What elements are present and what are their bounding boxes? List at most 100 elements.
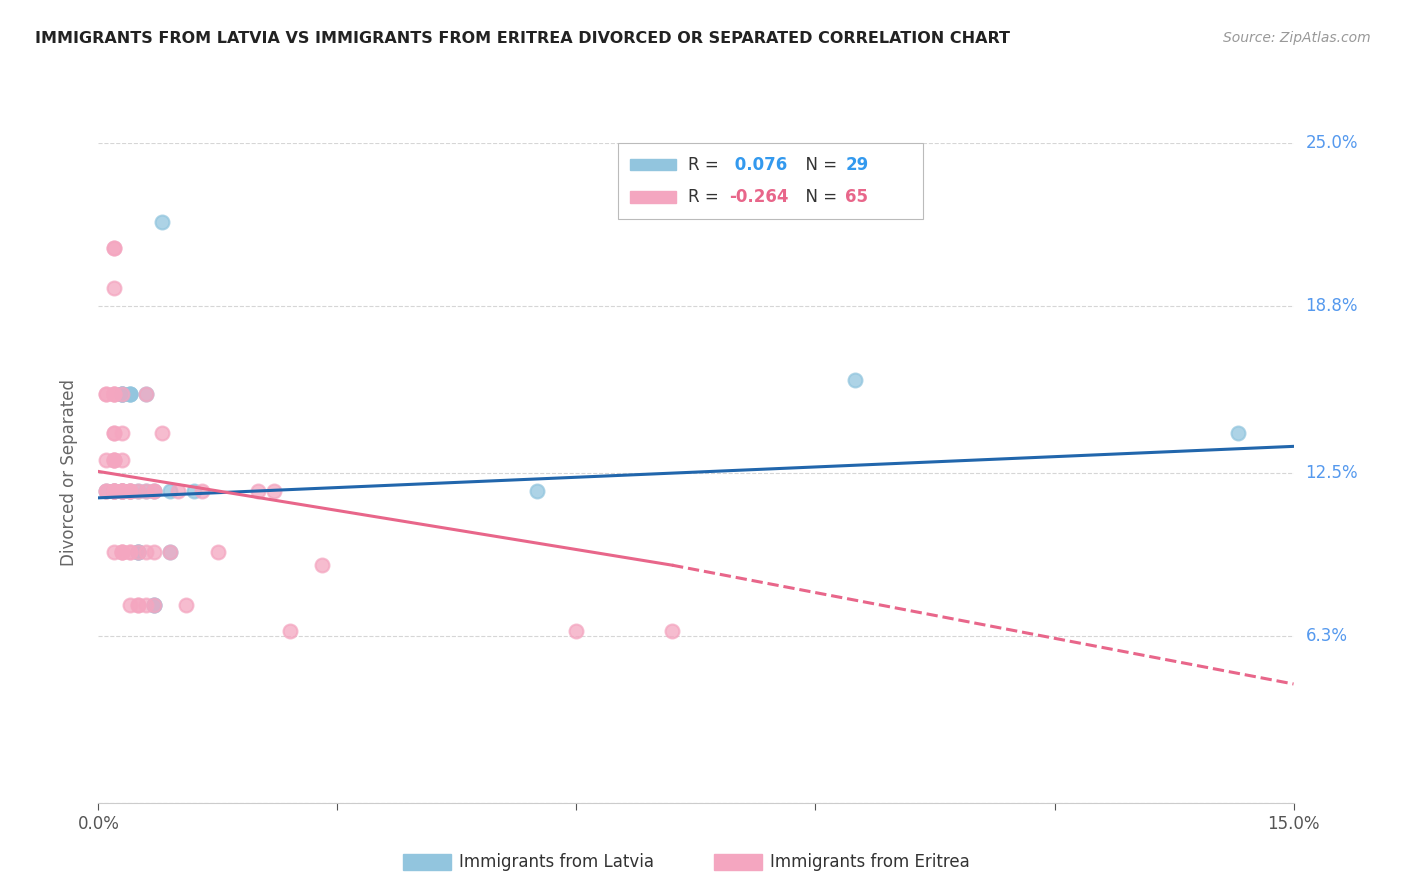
Point [111, 386, 134, 401]
Point [263, 484, 285, 499]
Point [127, 545, 149, 559]
Point [844, 373, 866, 387]
Text: 12.5%: 12.5% [1305, 464, 1358, 482]
Point [111, 386, 134, 401]
Point [120, 484, 142, 499]
Point [96, 484, 118, 499]
Point [150, 215, 173, 229]
Point [127, 545, 149, 559]
Point [150, 426, 173, 441]
Point [103, 241, 125, 255]
Point [159, 545, 181, 559]
Point [96, 386, 118, 401]
Point [174, 598, 197, 612]
Point [143, 598, 166, 612]
Point [96, 484, 118, 499]
Text: IMMIGRANTS FROM LATVIA VS IMMIGRANTS FROM ERITREA DIVORCED OR SEPARATED CORRELAT: IMMIGRANTS FROM LATVIA VS IMMIGRANTS FRO… [35, 31, 1010, 46]
Point [120, 386, 142, 401]
Point [103, 484, 125, 499]
Point [167, 484, 190, 499]
Point [127, 598, 149, 612]
Y-axis label: Divorced or Separated: Divorced or Separated [59, 379, 77, 566]
Text: 0.076: 0.076 [730, 155, 787, 174]
Text: -0.264: -0.264 [730, 188, 789, 206]
Point [120, 545, 142, 559]
Point [103, 452, 125, 467]
Point [103, 386, 125, 401]
Text: Immigrants from Latvia: Immigrants from Latvia [460, 854, 654, 871]
Point [135, 386, 157, 401]
Point [103, 241, 125, 255]
Point [143, 484, 166, 499]
Point [246, 484, 269, 499]
Point [120, 484, 142, 499]
Point [111, 545, 134, 559]
Point [207, 545, 229, 559]
Point [111, 386, 134, 401]
Point [135, 386, 157, 401]
Point [111, 484, 134, 499]
Point [127, 598, 149, 612]
Point [661, 624, 683, 639]
Point [111, 426, 134, 441]
Text: 6.3%: 6.3% [1305, 627, 1347, 646]
Point [526, 484, 548, 499]
Point [103, 484, 125, 499]
Point [103, 386, 125, 401]
Text: Immigrants from Eritrea: Immigrants from Eritrea [770, 854, 970, 871]
FancyBboxPatch shape [630, 159, 676, 170]
Point [103, 426, 125, 441]
Point [159, 484, 181, 499]
FancyBboxPatch shape [630, 191, 676, 202]
Point [111, 484, 134, 499]
Point [111, 452, 134, 467]
Point [120, 484, 142, 499]
Point [111, 386, 134, 401]
Point [143, 484, 166, 499]
Point [120, 484, 142, 499]
Point [143, 598, 166, 612]
FancyBboxPatch shape [619, 143, 922, 219]
Point [111, 545, 134, 559]
Text: R =: R = [688, 188, 724, 206]
Point [127, 484, 149, 499]
Point [96, 484, 118, 499]
Point [127, 484, 149, 499]
Point [96, 386, 118, 401]
Text: 65: 65 [845, 188, 869, 206]
Point [111, 386, 134, 401]
Point [103, 484, 125, 499]
Point [111, 484, 134, 499]
Point [103, 545, 125, 559]
Point [135, 484, 157, 499]
Point [96, 452, 118, 467]
Point [103, 484, 125, 499]
Point [111, 484, 134, 499]
Point [159, 545, 181, 559]
Point [111, 484, 134, 499]
Point [135, 545, 157, 559]
Point [120, 598, 142, 612]
Point [135, 598, 157, 612]
Point [127, 545, 149, 559]
Point [103, 484, 125, 499]
Point [111, 545, 134, 559]
Point [143, 598, 166, 612]
Point [103, 452, 125, 467]
Point [120, 484, 142, 499]
Point [120, 386, 142, 401]
Text: 25.0%: 25.0% [1305, 134, 1358, 152]
Text: 18.8%: 18.8% [1305, 297, 1358, 316]
Point [120, 545, 142, 559]
Point [565, 624, 588, 639]
Point [111, 484, 134, 499]
Point [103, 484, 125, 499]
Point [1226, 426, 1249, 441]
Point [278, 624, 301, 639]
FancyBboxPatch shape [404, 855, 451, 870]
FancyBboxPatch shape [714, 855, 762, 870]
Point [311, 558, 333, 573]
Point [103, 484, 125, 499]
Point [120, 386, 142, 401]
Text: N =: N = [796, 155, 842, 174]
